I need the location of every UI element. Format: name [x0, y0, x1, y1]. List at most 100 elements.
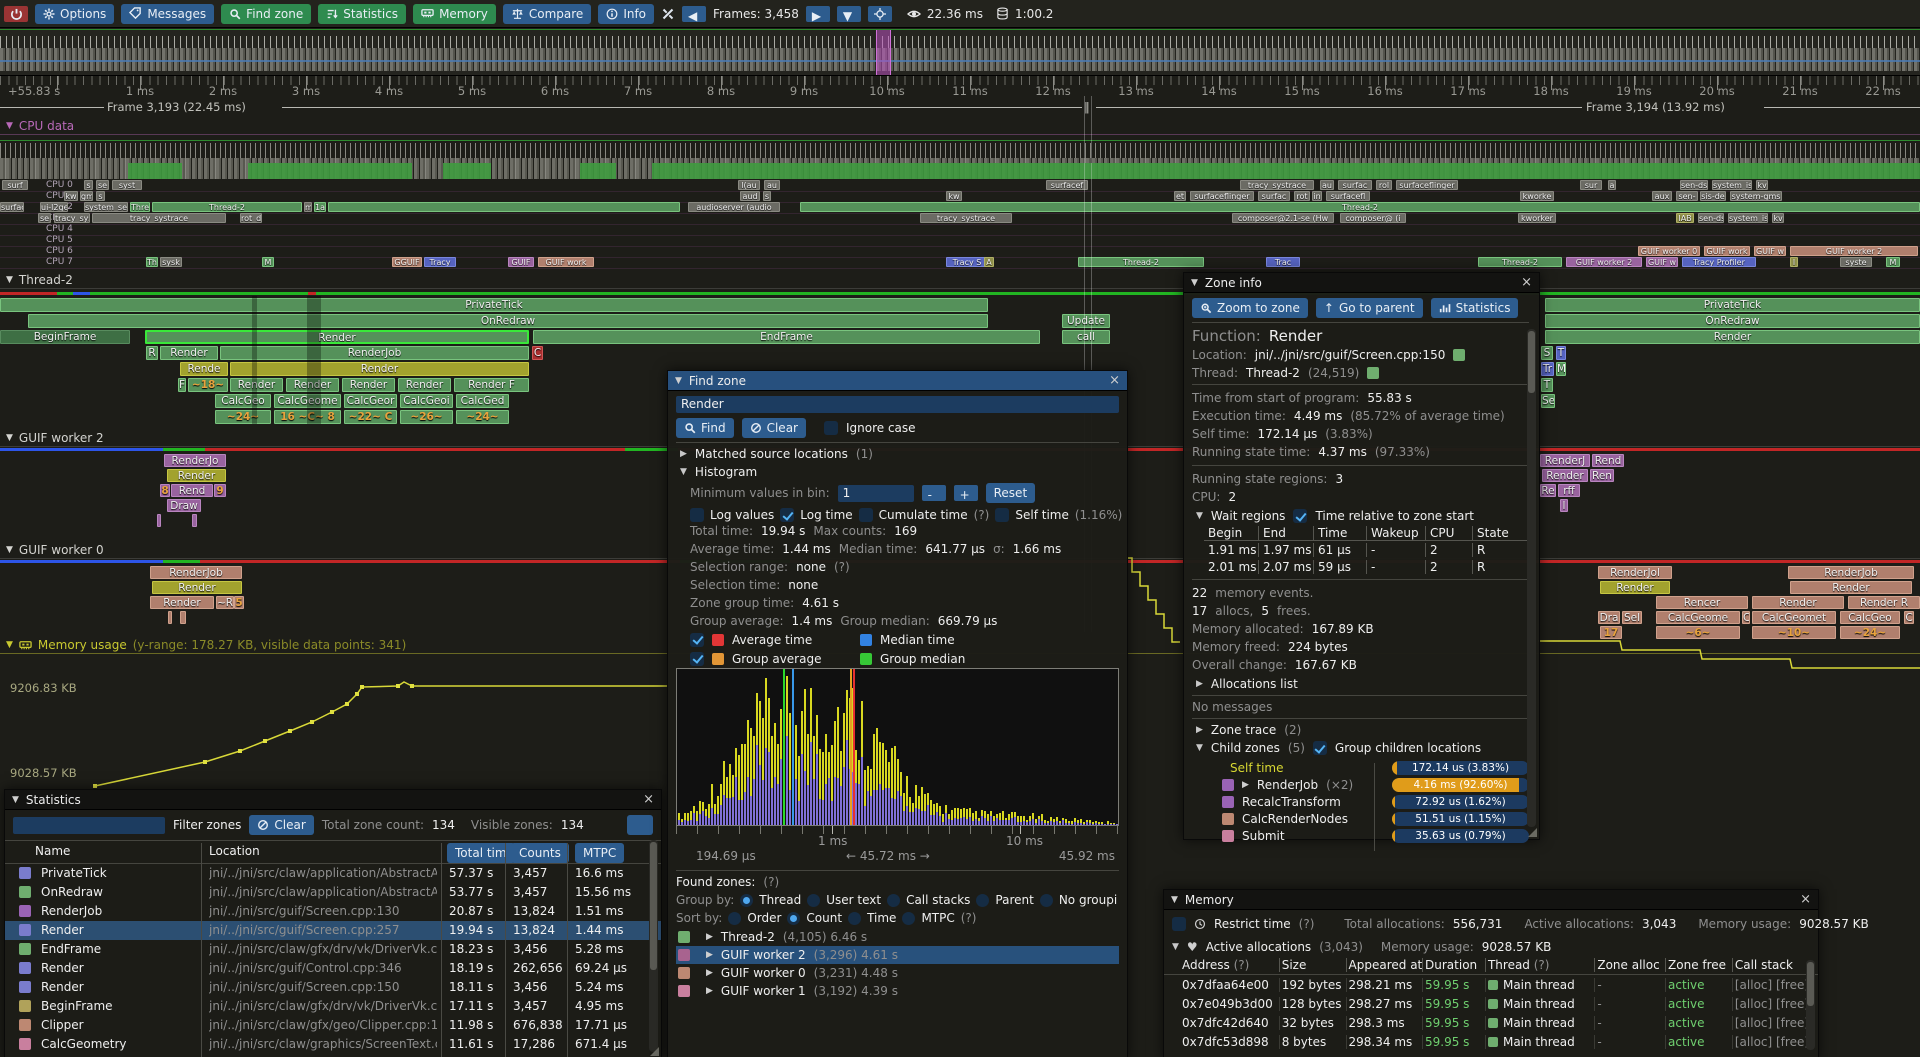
- cpu-zone-chip[interactable]: kworker: [1518, 213, 1556, 223]
- zone-chip[interactable]: Render: [167, 469, 226, 482]
- cpu-zone-chip[interactable]: composer@2.1-se (Hw: [1232, 213, 1334, 223]
- cpu-zone-chip[interactable]: GUIF worker 2: [1566, 257, 1642, 267]
- zone-info-titlebar[interactable]: ▼ Zone info ×: [1184, 273, 1539, 293]
- zone-chip[interactable]: Render: [1542, 469, 1588, 482]
- zone-chip[interactable]: Render: [1752, 596, 1844, 609]
- cpu-zone-chip[interactable]: kv: [1772, 213, 1784, 223]
- zone-chip[interactable]: ~24~: [1840, 626, 1900, 639]
- options-button[interactable]: Options: [35, 3, 115, 24]
- child-zone-row[interactable]: Self time 172.14 us (3.83%): [1192, 759, 1529, 776]
- cpu-zone-chip[interactable]: sysk: [160, 257, 182, 267]
- found-zone-group-row[interactable]: ▶ GUIF worker 2 (3,296) 4.61 s: [676, 946, 1119, 964]
- zone-chip[interactable]: Se: [1541, 394, 1555, 408]
- cpu-zone-chip[interactable]: Thre: [130, 202, 150, 212]
- cpu-zone-chip[interactable]: tracy_systrace: [92, 213, 226, 223]
- table-row[interactable]: OnRedraw jni/../jni/src/claw/application/…: [5, 883, 661, 902]
- cpu-zone-chip[interactable]: Tracy: [424, 257, 456, 267]
- allocations-list-collapser[interactable]: ▶ Allocations list: [1196, 677, 1298, 691]
- zone-chip[interactable]: Dra: [1598, 611, 1620, 624]
- cpu-zone-chip[interactable]: sur: [1580, 180, 1602, 190]
- zone-chip[interactable]: RenderJob: [220, 346, 529, 360]
- zone-chip[interactable]: Rende: [180, 362, 228, 376]
- zone-chip[interactable]: Rencer: [1656, 596, 1748, 609]
- cpu-zone-chip[interactable]: A: [984, 257, 994, 267]
- cpu-zone-chip[interactable]: l: [1790, 257, 1798, 267]
- cpu-zone-chip[interactable]: system_is: [1728, 213, 1768, 223]
- cpu-zone-chip[interactable]: a: [1608, 180, 1616, 190]
- thread-header[interactable]: ▼ GUIF worker 0: [6, 543, 104, 557]
- zone-chip[interactable]: T: [1556, 346, 1566, 360]
- cpu-zone-chip[interactable]: kw: [946, 191, 962, 201]
- histogram-collapser[interactable]: ▼ Histogram: [680, 465, 758, 479]
- memory-usage-header[interactable]: ▼ Memory usage (y-range: 178.27 KB, visi…: [6, 638, 407, 652]
- table-row[interactable]: BeginFrame jni/../jni/src/claw/gfx/drv/vk…: [5, 997, 661, 1016]
- clear-button[interactable]: Clear: [741, 418, 806, 438]
- zone-chip[interactable]: Render R: [1848, 596, 1920, 609]
- zone-chip[interactable]: C: [1904, 611, 1914, 624]
- memory-window-titlebar[interactable]: ▼ Memory ×: [1164, 890, 1818, 910]
- cpu-zone-chip[interactable]: aux: [1652, 191, 1672, 201]
- cpu-zone-chip[interactable]: audioserver (audio: [688, 202, 780, 212]
- cpu-zone-chip[interactable]: kworke: [1520, 191, 1554, 201]
- cpu-zone-chip[interactable]: GGUIF: [392, 257, 422, 267]
- scrollbar[interactable]: [1527, 329, 1536, 827]
- cpu-zone-chip[interactable]: Thread-2: [1078, 257, 1204, 267]
- thread-header[interactable]: ▼ GUIF worker 2: [6, 431, 104, 445]
- thread-color-swatch[interactable]: [1367, 367, 1380, 379]
- memory-table-row[interactable]: 0x7e049b3d00 128 bytes 298.27 ms 59.95 s Mai…: [1182, 996, 1810, 1011]
- reset-button[interactable]: Reset: [985, 483, 1036, 503]
- cpu-zone-chip[interactable]: system_se: [84, 202, 128, 212]
- sort-by-time-radio[interactable]: [848, 911, 862, 925]
- zone-chip[interactable]: Draw: [167, 499, 201, 512]
- clipped-button[interactable]: [627, 815, 653, 835]
- cpu-zone-chip[interactable]: surfaceflinger: [1190, 191, 1254, 201]
- cpu-zone-chip[interactable]: M: [262, 257, 274, 267]
- zone-chip[interactable]: ~Re: [216, 596, 234, 609]
- cpu-zone-chip[interactable]: sen-ds: [1698, 213, 1724, 223]
- table-row[interactable]: CalcGeometry jni/../jni/src/claw/graphics…: [5, 1035, 661, 1054]
- cpu-zone-chip[interactable]: rot: [1294, 191, 1310, 201]
- zoom-to-zone-button[interactable]: Zoom to zone: [1192, 298, 1308, 318]
- active-allocations-collapser[interactable]: ▼ ♥ Active allocations (3,043) Memory usa…: [1172, 940, 1552, 954]
- cpu-zone-chip[interactable]: Thread-2: [800, 202, 1920, 212]
- zone-chip[interactable]: CalcGeo: [215, 394, 271, 408]
- zone-chip[interactable]: T: [1541, 378, 1553, 392]
- find-zone-titlebar[interactable]: ▼ Find zone ×: [668, 371, 1127, 391]
- statistics-button[interactable]: Statistics: [318, 3, 407, 24]
- zone-chip[interactable]: Re: [1540, 484, 1556, 497]
- scrollbar[interactable]: [1806, 960, 1815, 1050]
- sort-by-order-radio[interactable]: [728, 911, 742, 925]
- frame-bar[interactable]: Frame 3,193 (22.45 ms) ‖ Frame 3,194 (13…: [0, 100, 1920, 115]
- zone-chip[interactable]: Render F: [454, 378, 529, 392]
- zone-chip[interactable]: C: [532, 346, 543, 360]
- col-total-button[interactable]: Total tim: [447, 843, 515, 863]
- cpu-zone-chip[interactable]: in: [1312, 191, 1322, 201]
- found-zone-group-row[interactable]: ▶ GUIF worker 0 (3,231) 4.48 s: [676, 964, 1119, 982]
- zone-chip[interactable]: OnRedraw: [28, 314, 988, 328]
- messages-button[interactable]: Messages: [121, 3, 215, 24]
- cpu-zone-chip[interactable]: GUIF w: [1646, 257, 1678, 267]
- zone-chip[interactable]: Render: [398, 378, 451, 392]
- zone-chip[interactable]: Render: [160, 346, 218, 360]
- frame-overview-strip[interactable]: [0, 29, 1920, 76]
- cpu-zone-chip[interactable]: system_is: [1712, 180, 1752, 190]
- zone-chip[interactable]: ~18~: [188, 378, 228, 392]
- close-icon[interactable]: ×: [1800, 892, 1811, 907]
- table-row[interactable]: EndFrame jni/../jni/src/claw/gfx/drv/vk/D…: [5, 940, 661, 959]
- statistics-button[interactable]: Statistics: [1430, 298, 1519, 318]
- go-to-parent-button[interactable]: ↑ Go to parent: [1315, 298, 1423, 318]
- cpu-data-header[interactable]: ▼ CPU data: [6, 119, 75, 133]
- minus-button[interactable]: -: [921, 485, 946, 502]
- cpu-zone-chip[interactable]: kv: [1756, 180, 1768, 190]
- zone-chip[interactable]: Rend: [171, 484, 213, 497]
- cpu-zone-chip[interactable]: tracy_systrace: [1240, 180, 1314, 190]
- zone-chip[interactable]: ~26~: [400, 410, 453, 424]
- zone-chip[interactable]: CalcGeor: [344, 394, 397, 408]
- memory-table-row[interactable]: 0x7dfc42d640 32 bytes 298.3 ms 59.95 s Main …: [1182, 1015, 1810, 1030]
- crosshair-button[interactable]: [867, 5, 892, 22]
- zone-chip[interactable]: Render: [1790, 581, 1912, 594]
- found-zone-group-row[interactable]: ▶ Thread-2 (4,105) 6.46 s: [676, 928, 1119, 946]
- cpu-zone-chip[interactable]: system-gms: [1730, 191, 1782, 201]
- table-row[interactable]: RenderJob jni/../jni/src/guif/Screen.cpp:…: [5, 902, 661, 921]
- cumulate-time-checkbox[interactable]: [858, 508, 873, 522]
